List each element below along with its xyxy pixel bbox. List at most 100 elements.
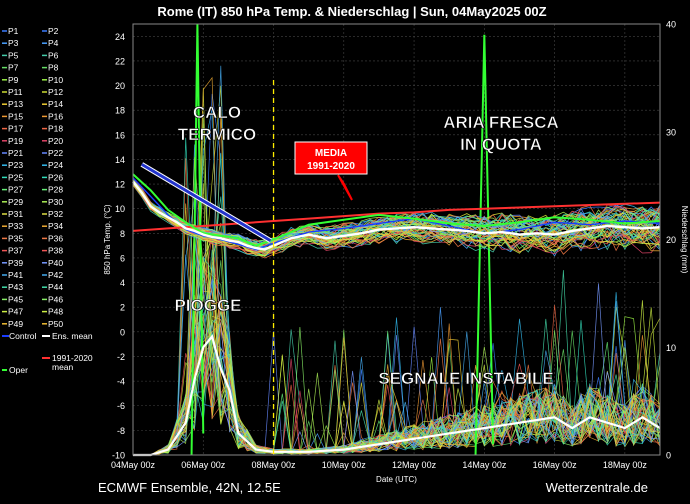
temp-member-P48 <box>132 184 661 257</box>
legend-member-label: P12 <box>48 87 63 97</box>
y-tick-label: 14 <box>115 155 125 165</box>
y2-tick-label: 40 <box>666 20 676 30</box>
legend-ens-mean-label: Ens. mean <box>52 331 93 341</box>
legend-member-label: P43 <box>8 282 23 292</box>
legend-member-label: P48 <box>48 307 63 317</box>
legend-member-label: P24 <box>48 160 63 170</box>
legend-member-label: P15 <box>8 111 23 121</box>
y-tick-label: 6 <box>120 253 125 263</box>
legend-member-label: P13 <box>8 99 23 109</box>
legend-control-label: Control <box>9 331 37 341</box>
precip-member-P47 <box>133 157 661 456</box>
annotation-piogge: PIOGGE <box>174 296 241 315</box>
media-arrow <box>337 174 353 201</box>
legend-member-label: P34 <box>48 221 63 231</box>
chart-title: Rome (IT) 850 hPa Temp. & Niederschlag |… <box>157 4 546 19</box>
y-tick-label: -2 <box>117 352 125 362</box>
legend-member-label: P31 <box>8 209 23 219</box>
legend-member-label: P7 <box>8 63 19 73</box>
ens-mean-line <box>132 180 661 251</box>
x-tick-label: 18May 00z <box>603 460 648 470</box>
annotation-media: MEDIA <box>315 148 347 159</box>
legend-member-label: P5 <box>8 50 19 60</box>
legend-member-label: P37 <box>8 246 23 256</box>
legend-member-label: P20 <box>48 136 63 146</box>
precip-ens-mean-line <box>133 334 661 457</box>
x-tick-label: 14May 00z <box>462 460 507 470</box>
legend-member-label: P22 <box>48 148 63 158</box>
control-line <box>132 177 661 251</box>
legend-member-label: P23 <box>8 160 23 170</box>
axes: -10-8-6-4-202468101214161820222401020304… <box>103 20 689 485</box>
legend-member-label: P49 <box>8 319 23 329</box>
y-tick-label: 12 <box>115 180 125 190</box>
y2-tick-label: 20 <box>666 235 676 245</box>
precip-member-P42 <box>133 65 661 456</box>
precip-member-P50 <box>133 323 661 456</box>
legend-member-label: P41 <box>8 270 23 280</box>
legend-member-label: P46 <box>48 294 63 304</box>
legend-member-label: P45 <box>8 294 23 304</box>
y-tick-label: -6 <box>117 401 125 411</box>
precip-member-P45 <box>133 267 661 456</box>
legend-member-label: P38 <box>48 246 63 256</box>
x-tick-label: 04May 00z <box>111 460 156 470</box>
legend-member-label: P47 <box>8 307 23 317</box>
legend: P1 P2 P3 P4 P5 P6 P7 P8 P9 P10 P11 P12 P13 P14 P15 P16 P… <box>2 26 93 375</box>
temp-member-P47 <box>132 181 661 253</box>
precip-member-P38 <box>133 234 661 456</box>
legend-member-label: P14 <box>48 99 63 109</box>
footer-site: Wetterzentrale.de <box>546 480 648 495</box>
legend-member-label: P33 <box>8 221 23 231</box>
precip-member-P37 <box>133 328 661 456</box>
highlight-series <box>132 162 661 251</box>
legend-member-label: P35 <box>8 233 23 243</box>
y-tick-label: -10 <box>112 451 125 461</box>
y2-axis-label: Niederschlag (mm) <box>680 206 689 274</box>
y-tick-label: -8 <box>117 426 125 436</box>
y-tick-label: 2 <box>120 303 125 313</box>
legend-climatology-label: mean <box>52 362 74 372</box>
precip-member-P31 <box>133 183 661 456</box>
plot-frame <box>132 23 661 456</box>
legend-member-label: P16 <box>48 111 63 121</box>
y-tick-label: 10 <box>115 204 125 214</box>
legend-member-label: P10 <box>48 75 63 85</box>
y2-tick-label: 10 <box>666 343 676 353</box>
legend-member-label: P17 <box>8 124 23 134</box>
legend-member-label: P28 <box>48 185 63 195</box>
annotation-aria-fresca: ARIA FRESCA <box>443 113 559 132</box>
legend-oper-label: Oper <box>9 365 28 375</box>
legend-member-label: P21 <box>8 148 23 158</box>
y2-tick-label: 0 <box>666 451 671 461</box>
y-tick-label: 4 <box>120 278 125 288</box>
legend-member-label: P36 <box>48 233 63 243</box>
legend-member-label: P2 <box>48 26 59 36</box>
legend-member-label: P4 <box>48 38 59 48</box>
precip-spike <box>474 34 495 456</box>
x-axis-label: Date (UTC) <box>376 475 417 484</box>
annotation-calo-termico: CALO <box>193 103 241 122</box>
media-label-box <box>294 141 368 175</box>
y-tick-label: 8 <box>120 229 125 239</box>
footer-source: ECMWF Ensemble, 42N, 12.5E <box>98 480 281 495</box>
legend-member-label: P18 <box>48 124 63 134</box>
y-tick-label: 20 <box>115 81 125 91</box>
x-tick-label: 12May 00z <box>392 460 437 470</box>
precip-member-P48 <box>133 222 661 456</box>
legend-member-label: P3 <box>8 38 19 48</box>
x-tick-label: 06May 00z <box>181 460 226 470</box>
precip-member-P41 <box>133 198 661 456</box>
legend-member-label: P8 <box>48 63 59 73</box>
annotation-segnale-instabile: SEGNALE INSTABILE <box>378 369 553 388</box>
legend-member-label: P6 <box>48 50 59 60</box>
y-tick-label: 0 <box>120 327 125 337</box>
y-axis-label: 850 hPa Temp. (°C) <box>103 204 112 275</box>
y-tick-label: 18 <box>115 106 125 116</box>
x-tick-label: 10May 00z <box>322 460 367 470</box>
legend-member-label: P19 <box>8 136 23 146</box>
annotations: CALO TERMICO ARIA FRESCA IN QUOTA PIOGGE SEGN… <box>174 103 559 389</box>
legend-member-label: P26 <box>48 172 63 182</box>
legend-member-label: P32 <box>48 209 63 219</box>
